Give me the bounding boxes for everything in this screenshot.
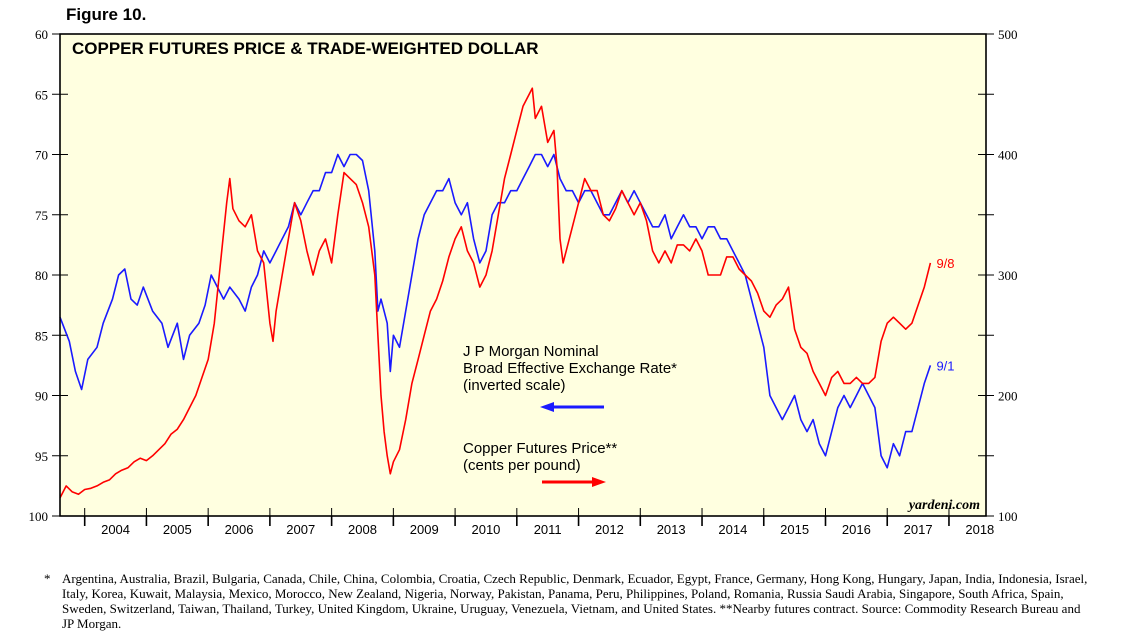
right-tick-label: 100 (998, 509, 1018, 524)
x-tick-label: 2017 (904, 522, 933, 537)
left-tick-label: 85 (35, 328, 48, 343)
left-tick-label: 70 (35, 148, 48, 163)
x-tick-label: 2015 (780, 522, 809, 537)
axes: 60 65 70 75 80 85 90 95 100 500 400 300 200 100 2004 20… (29, 27, 1018, 537)
right-tick-label: 200 (998, 389, 1018, 404)
left-tick-label: 95 (35, 449, 48, 464)
x-tick-label: 2016 (842, 522, 871, 537)
footnote-marker: * (44, 571, 51, 586)
left-tick-label: 100 (29, 509, 49, 524)
x-tick-label: 2005 (163, 522, 192, 537)
left-tick-label: 75 (35, 208, 48, 223)
x-tick-label: 2008 (348, 522, 377, 537)
legend-copper: Copper Futures Price** (cents per pound) (463, 440, 617, 487)
footnote-text: Argentina, Australia, Brazil, Bulgaria, … (62, 571, 1088, 631)
legend-copper-line-2: (cents per pound) (463, 457, 581, 474)
x-tick-label: 2007 (286, 522, 315, 537)
left-tick-label: 90 (35, 389, 48, 404)
x-tick-label: 2014 (718, 522, 747, 537)
chart-title: COPPER FUTURES PRICE & TRADE-WEIGHTED DO… (72, 39, 539, 58)
footnote: * Argentina, Australia, Brazil, Bulgaria… (44, 571, 1094, 631)
legend-dollar: J P Morgan Nominal Broad Effective Excha… (463, 343, 677, 412)
x-tick-label: 2004 (101, 522, 130, 537)
x-tick-label: 2013 (657, 522, 686, 537)
x-tick-label: 2009 (410, 522, 439, 537)
right-tick-label: 300 (998, 268, 1018, 283)
legend-dollar-line-3: (inverted scale) (463, 377, 566, 394)
left-tick-label: 60 (35, 27, 48, 42)
left-tick-label: 65 (35, 87, 48, 102)
figure-label: Figure 10. (66, 5, 147, 24)
x-tick-label: 2011 (534, 522, 562, 537)
series-copper-line (59, 87, 932, 499)
legend-dollar-line-2: Broad Effective Exchange Rate* (463, 360, 677, 377)
series-dollar-line (59, 153, 932, 469)
legend-dollar-line-1: J P Morgan Nominal (463, 343, 599, 360)
series-dollar-end-label: 9/1 (936, 358, 954, 373)
right-tick-label: 500 (998, 27, 1018, 42)
x-tick-label: 2006 (225, 522, 254, 537)
legend-dollar-arrow-icon (540, 402, 554, 412)
left-tick-label: 80 (35, 268, 48, 283)
series-copper-end-label: 9/8 (936, 256, 954, 271)
plot-frame (59, 33, 987, 517)
watermark: yardeni.com (907, 498, 980, 513)
x-tick-label: 2012 (595, 522, 624, 537)
series-layer: 9/1 9/8 (59, 87, 955, 499)
x-tick-label: 2018 (965, 522, 994, 537)
right-tick-label: 400 (998, 148, 1018, 163)
plot-area (60, 34, 986, 516)
legend-copper-line-1: Copper Futures Price** (463, 440, 617, 457)
x-tick-label: 2010 (471, 522, 500, 537)
chart: 60 65 70 75 80 85 90 95 100 500 400 300 200 100 2004 20… (29, 27, 1018, 537)
legend-copper-arrow-icon (592, 477, 606, 487)
